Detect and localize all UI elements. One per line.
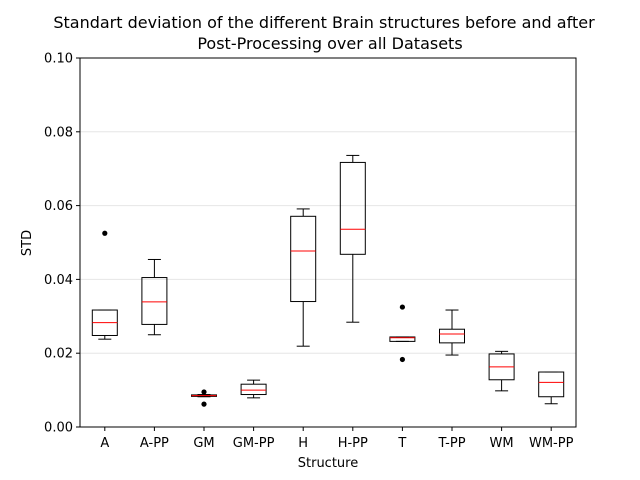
outlier-point	[201, 401, 207, 407]
chart-title-line-1: Standart deviation of the different Brai…	[53, 13, 595, 32]
box-iqr	[339, 161, 366, 255]
boxes-group	[91, 154, 565, 407]
box-iqr	[290, 215, 317, 303]
box-H-PP	[339, 154, 366, 323]
chart-title-line-2: Post-Processing over all Datasets	[197, 34, 462, 53]
y-tick-label: 0.04	[44, 273, 73, 288]
x-axis: A A-PP GM GM-PP H H-PP T T-PP WM WM-PP	[100, 427, 574, 451]
box-iqr	[439, 328, 465, 344]
x-tick-label: GM-PP	[233, 436, 275, 451]
y-tick-label: 0.10	[44, 52, 73, 67]
outlier-point	[399, 356, 405, 363]
box-iqr	[141, 277, 168, 325]
x-tick-label: A	[100, 436, 109, 451]
box-A	[91, 230, 118, 340]
y-axis-label: STD	[20, 230, 35, 256]
box-GM	[191, 389, 217, 407]
box-GM-PP	[240, 379, 267, 399]
outlier-point	[102, 230, 108, 236]
box-WM	[488, 350, 515, 392]
x-tick-label: GM	[193, 436, 214, 451]
y-tick-label: 0.08	[44, 125, 73, 140]
outlier-point	[399, 304, 405, 310]
box-T	[389, 304, 416, 363]
x-tick-label: H	[298, 436, 308, 451]
x-axis-label: Structure	[298, 456, 358, 471]
plot-frame	[79, 57, 577, 428]
box-H	[290, 208, 317, 347]
box-iqr	[240, 383, 267, 396]
outlier-point	[201, 389, 207, 395]
x-tick-label: T-PP	[437, 436, 465, 451]
x-tick-label: H-PP	[338, 436, 368, 451]
x-tick-label: T	[397, 436, 406, 451]
box-iqr	[389, 336, 416, 342]
box-iqr	[538, 371, 565, 398]
y-tick-label: 0.00	[44, 421, 73, 436]
y-axis: 0.00 0.02 0.04 0.06 0.08 0.10	[44, 52, 80, 436]
box-T-PP	[439, 309, 465, 356]
x-tick-label: WM	[490, 436, 514, 451]
x-tick-label: A-PP	[140, 436, 169, 451]
box-WM-PP	[538, 371, 565, 405]
x-tick-label: WM-PP	[529, 436, 574, 451]
box-A-PP	[141, 258, 168, 336]
y-tick-label: 0.02	[44, 347, 73, 362]
y-tick-label: 0.06	[44, 199, 73, 214]
grid-lines	[80, 131, 576, 354]
